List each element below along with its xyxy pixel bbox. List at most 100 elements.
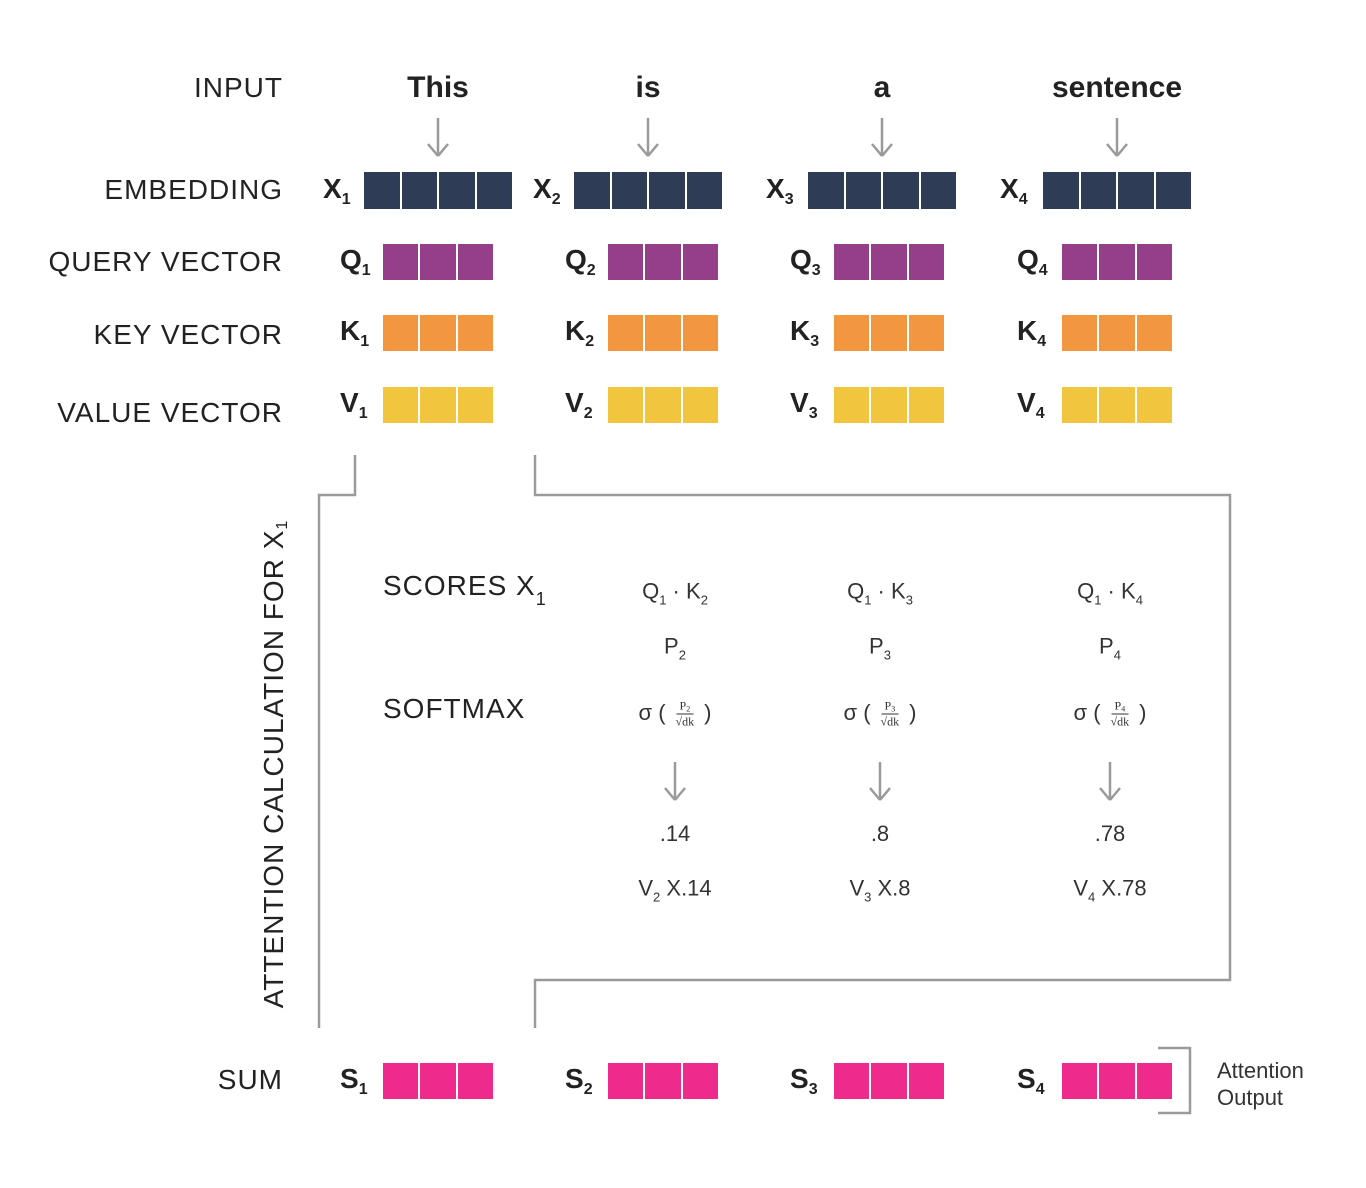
arrow-icon	[881, 143, 893, 157]
arrow-icon	[674, 787, 686, 801]
sum-label: S2	[565, 1063, 593, 1099]
vector-letter: K	[1017, 315, 1038, 346]
k-sub: 4	[1135, 592, 1143, 608]
sum-label: S1	[340, 1063, 368, 1099]
denominator: √dk	[880, 714, 900, 729]
arrow-icon	[647, 143, 659, 157]
vector-cell	[645, 387, 681, 423]
p: P	[1114, 698, 1122, 713]
vector-cell	[1062, 1063, 1098, 1099]
vector-sub: 3	[808, 1081, 818, 1098]
vector-cell	[883, 172, 919, 209]
weighted-value: V3 X.8	[849, 876, 910, 905]
vector-sub: 1	[360, 333, 370, 350]
softmax-value: .14	[659, 821, 691, 846]
softmax-value: .78	[1094, 821, 1126, 846]
vector-cell	[908, 387, 944, 423]
vector-cell	[1099, 315, 1135, 351]
vector-cell	[645, 244, 681, 280]
scores-x-sub: 1	[535, 589, 547, 609]
vector-letter: S	[340, 1063, 359, 1094]
vector-sub: 1	[358, 1081, 368, 1098]
title-sub: 1	[274, 519, 291, 530]
arrow-icon	[871, 143, 883, 157]
vector-cell	[871, 315, 907, 351]
vector-cell	[871, 387, 907, 423]
embedding-label: X1	[323, 173, 351, 209]
p-sub: 2	[678, 647, 686, 663]
p-sub: 4	[1121, 704, 1126, 714]
vector-cell	[908, 1063, 944, 1099]
close-paren: )	[909, 699, 917, 725]
vector-sub: 3	[784, 190, 794, 208]
query-vector	[608, 244, 718, 280]
vector-sub: 1	[358, 405, 368, 422]
embedding-vector	[574, 172, 722, 209]
sigma: σ (	[843, 699, 871, 725]
q-sub: 1	[1094, 592, 1102, 608]
query-label: Q1	[340, 244, 371, 280]
fraction: P3 √dk	[881, 699, 900, 730]
vector-cell	[686, 172, 722, 209]
k-sub: 2	[700, 592, 708, 608]
key-label: K4	[1017, 315, 1046, 351]
weighted-value: V4 X.78	[1073, 876, 1146, 905]
sum-vector	[1062, 1063, 1172, 1099]
arrow-icon	[1099, 787, 1111, 801]
input-word: is	[635, 71, 661, 104]
p: P	[869, 633, 884, 659]
score-p: P2	[664, 634, 686, 663]
query-label: Q2	[565, 244, 596, 280]
vector-letter: Q	[1017, 244, 1039, 275]
sum-vector	[834, 1063, 944, 1099]
close-paren: )	[1139, 699, 1147, 725]
vector-cell	[457, 244, 493, 280]
vector-cell	[682, 387, 718, 423]
v-mult: X.78	[1101, 875, 1147, 901]
vector-letter: X	[533, 172, 552, 204]
score-formula: Q1 · K4	[1077, 578, 1143, 608]
vector-cell	[1136, 387, 1172, 423]
sum-vector	[383, 1063, 493, 1099]
denominator: √dk	[675, 714, 695, 729]
vector-cell	[457, 315, 493, 351]
numerator: P2	[676, 699, 694, 715]
vector-cell	[845, 172, 881, 209]
arrow-icon	[1106, 143, 1118, 157]
vector-letter: S	[565, 1063, 584, 1094]
vector-cell	[908, 244, 944, 280]
vector-letter: X	[766, 172, 785, 204]
vector-cell	[1099, 387, 1135, 423]
vector-sub: 3	[810, 333, 820, 350]
value-label: V2	[565, 387, 593, 423]
vector-cell	[1155, 172, 1191, 209]
k: K	[891, 578, 906, 604]
v-sub: 3	[864, 889, 872, 905]
v-mult: X.8	[877, 875, 911, 901]
value-label: V1	[340, 387, 368, 423]
scores-x: X	[516, 570, 536, 601]
label-sum: SUM	[217, 1064, 283, 1095]
vector-cell	[649, 172, 685, 209]
vector-sub: 4	[1035, 405, 1045, 422]
vector-sub: 1	[361, 262, 371, 279]
vector-sub: 4	[1018, 190, 1028, 208]
query-vector	[1062, 244, 1172, 280]
fraction: P2 √dk	[676, 699, 695, 730]
vector-cell	[645, 1063, 681, 1099]
sum-label: S3	[790, 1063, 818, 1099]
vector-sub: 1	[341, 190, 351, 208]
v-sub: 4	[1088, 889, 1096, 905]
attention-output-label: Attention Output	[1217, 1057, 1304, 1111]
vector-letter: S	[790, 1063, 809, 1094]
sum-vector	[608, 1063, 718, 1099]
vector-cell	[420, 244, 456, 280]
p: P	[1099, 633, 1114, 659]
arrow-icon	[427, 143, 439, 157]
value-label: V3	[790, 387, 818, 423]
label-input: INPUT	[194, 72, 283, 103]
weighted-value: V2 X.14	[638, 876, 711, 905]
sigma: σ (	[1073, 699, 1101, 725]
scores-text: SCORES	[383, 570, 508, 601]
